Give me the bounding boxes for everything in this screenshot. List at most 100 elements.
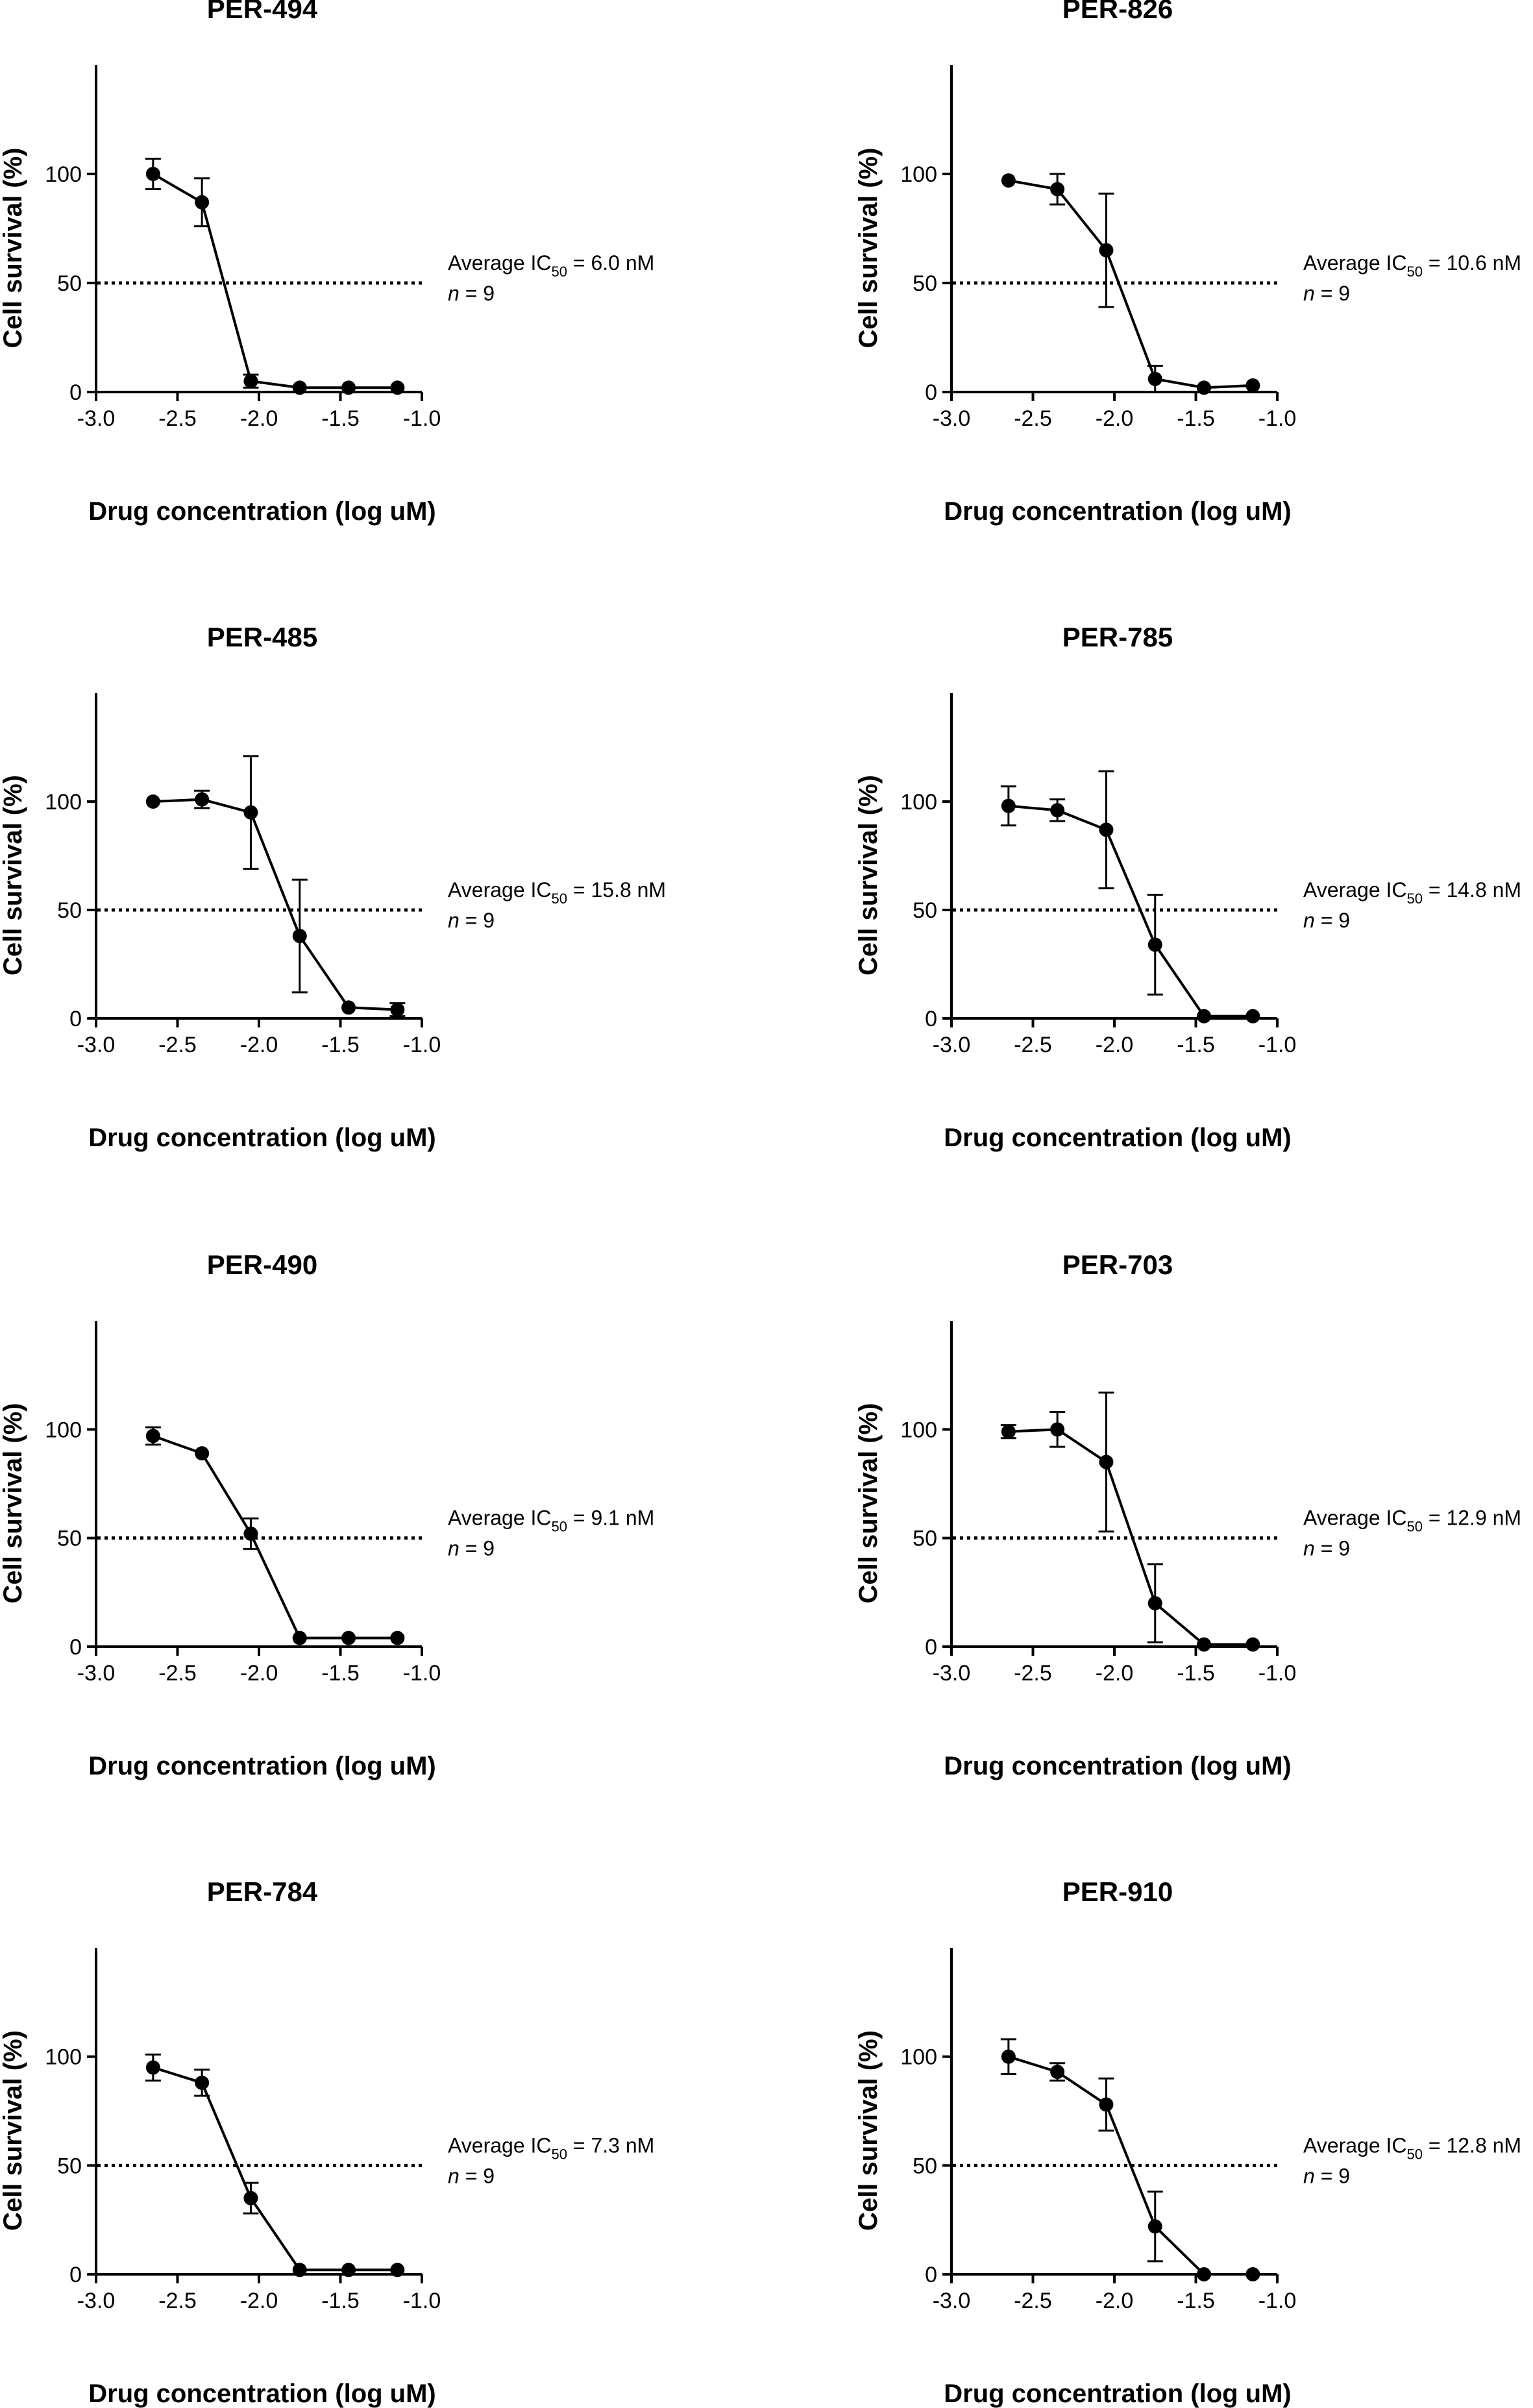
y-axis-label: Cell survival (%) [854,775,883,976]
x-axis-label: Drug concentration (log uM) [88,2379,436,2408]
ic50-annotation: Average IC50 = 10.6 nM [1303,251,1521,280]
y-axis-label: Cell survival (%) [0,2030,27,2231]
x-tick-label: -1.5 [1177,406,1215,431]
series-line [152,173,398,389]
n-label: n [1303,2164,1315,2187]
data-point [390,2263,405,2278]
x-tick-label: -1.5 [321,1033,360,1057]
x-tick-label: -1.5 [1177,1033,1215,1057]
x-axis-label: Drug concentration (log uM) [944,497,1292,526]
chart-title: PER-785 [1062,622,1173,652]
series-line [1008,1428,1253,1646]
y-tick-label: 0 [69,380,82,405]
x-tick-label: -1.0 [403,406,441,431]
y-tick-label: 100 [45,2045,82,2070]
panel-per-490: PER-490 0 50 100 -3.0 -2.5 -2.0 -1.5 -1.0 Drug co… [0,1249,654,1780]
x-tick-label: -3.0 [77,1661,116,1686]
data-point [1147,2219,1162,2234]
data-point [243,2191,258,2205]
data-point [195,195,210,210]
data-point [1245,2267,1260,2281]
x-tick-label: -1.0 [1258,1661,1297,1686]
series-line [1008,2055,1253,2276]
y-tick-label: 100 [900,790,937,815]
y-tick-label: 100 [900,2045,937,2070]
x-tick-label: -1.0 [1258,1033,1297,1057]
ic50-subscript: 50 [552,2146,567,2162]
y-tick-label: 0 [925,1635,937,1660]
series-line [1008,804,1253,1018]
x-tick-label: -2.0 [1096,1033,1134,1057]
ic50-prefix: Average IC [1303,2133,1407,2157]
x-tick-label: -1.5 [1177,1661,1215,1686]
data-point [195,2075,210,2090]
y-axis-label: Cell survival (%) [854,2030,883,2231]
ic50-subscript: 50 [552,264,567,280]
chart-title: PER-494 [207,0,318,24]
x-tick-label: -3.0 [933,1033,971,1057]
x-tick-label: -2.5 [1014,1661,1052,1686]
panel-per-784: PER-784 0 50 100 -3.0 -2.5 -2.0 -1.5 -1.0 Drug co… [0,1876,654,2408]
ic50-prefix: Average IC [1303,251,1407,275]
data-point [341,1630,356,1645]
data-point [1050,803,1065,818]
x-tick-label: -1.5 [321,406,360,431]
y-tick-label: 50 [57,898,82,923]
data-point [1245,1637,1260,1652]
ic50-annotation: Average IC50 = 12.8 nM [1303,2133,1521,2162]
y-tick-label: 0 [925,1007,937,1031]
panel-per-485: PER-485 0 50 100 -3.0 -2.5 -2.0 -1.5 -1.0 Drug co… [0,622,666,1152]
data-point [1197,380,1212,395]
n-annotation: n = 9 [448,2164,495,2187]
data-point [390,380,405,395]
n-label: n [1303,282,1315,305]
data-point [1197,2267,1212,2281]
n-annotation: n = 9 [1303,1537,1350,1560]
x-tick-label: -2.5 [158,406,197,431]
y-axis-label: Cell survival (%) [0,147,27,348]
x-tick-label: -2.0 [1096,1661,1134,1686]
chart-title: PER-826 [1062,0,1173,24]
data-point [145,167,160,181]
ic50-value: = 14.8 nM [1423,878,1521,902]
ic50-subscript: 50 [1407,264,1423,280]
series-line [153,798,398,1011]
data-point [1001,2049,1016,2064]
n-value: = 9 [460,2164,495,2187]
data-point [1050,1422,1065,1437]
x-tick-label: -2.5 [158,1661,197,1686]
panel-per-910: PER-910 0 50 100 -3.0 -2.5 -2.0 -1.5 -1.0 Drug co… [854,1876,1521,2408]
ic50-subscript: 50 [1407,1519,1423,1535]
series-line [153,2066,398,2272]
n-annotation: n = 9 [1303,909,1350,932]
data-point [145,794,160,809]
y-tick-label: 50 [57,1527,82,1551]
data-point [1050,2065,1065,2080]
x-tick-label: -1.5 [1177,2289,1215,2313]
x-tick-label: -2.0 [240,1661,278,1686]
n-annotation: n = 9 [1303,282,1350,305]
y-tick-label: 0 [925,2263,937,2287]
ic50-prefix: Average IC [448,251,552,275]
n-label: n [448,2164,460,2187]
ic50-annotation: Average IC50 = 6.0 nM [448,251,654,280]
x-tick-label: -3.0 [933,2289,971,2313]
x-tick-label: -2.5 [1014,406,1052,431]
data-point [195,792,210,807]
chart-title: PER-490 [207,1249,317,1280]
n-annotation: n = 9 [448,1537,495,1560]
chart-title: PER-485 [207,622,317,652]
chart-title: PER-703 [1062,1249,1173,1280]
x-axis-label: Drug concentration (log uM) [88,1124,436,1152]
x-axis-label: Drug concentration (log uM) [88,1752,436,1780]
ic50-value: = 7.3 nM [567,2133,654,2157]
x-axis-label: Drug concentration (log uM) [944,1752,1292,1780]
ic50-subscript: 50 [552,891,567,907]
series-line [1008,179,1253,389]
ic50-subscript: 50 [552,1519,567,1535]
y-tick-label: 0 [69,1007,82,1031]
x-axis-label: Drug concentration (log uM) [944,1124,1292,1152]
data-point [1197,1009,1212,1024]
x-tick-label: -2.0 [1096,406,1134,431]
